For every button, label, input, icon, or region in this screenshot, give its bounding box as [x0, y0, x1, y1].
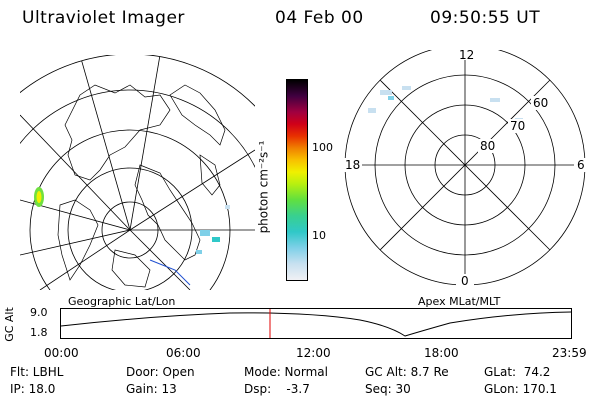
- geographic-map: [20, 55, 255, 290]
- info-gain: Gain: 13: [126, 382, 177, 396]
- orbit-x-tick-0600: 06:00: [166, 346, 201, 360]
- info-mode: Mode: Normal: [244, 365, 328, 379]
- colorbar-tick-10: 10: [312, 229, 326, 242]
- orbit-x-tick-1800: 18:00: [424, 346, 459, 360]
- orbit-plot: [60, 308, 572, 339]
- orbit-y-label: GC Alt: [2, 307, 16, 342]
- instrument-title: Ultraviolet Imager: [22, 8, 185, 28]
- orbit-y-tick-9: 9.0: [30, 306, 48, 319]
- mlt-label-6: 6: [577, 158, 585, 172]
- colorbar-unit-label: photon cm⁻²s⁻¹: [256, 140, 271, 234]
- orbit-y-tick-1-8: 1.8: [30, 326, 48, 339]
- geographic-map-label: Geographic Lat/Lon: [68, 295, 176, 308]
- info-door: Door: Open: [126, 365, 195, 379]
- time-label: 09:50:55 UT: [430, 8, 541, 28]
- info-flt: Flt: LBHL: [10, 365, 64, 379]
- mlat-label-70: 70: [510, 119, 525, 133]
- date-label: 04 Feb 00: [275, 8, 364, 28]
- mlat-label-60: 60: [533, 96, 548, 110]
- info-ip: IP: 18.0: [10, 382, 56, 396]
- orbit-x-tick-0000: 00:00: [44, 346, 79, 360]
- orbit-x-tick-2359: 23:59: [552, 346, 587, 360]
- mlt-label-18: 18: [345, 158, 360, 172]
- colorbar-tick-100: 100: [312, 141, 333, 154]
- info-seq: Seq: 30: [365, 382, 411, 396]
- mlt-label-12: 12: [459, 50, 474, 62]
- mlat-label-80: 80: [480, 139, 495, 153]
- info-glat: GLat: 74.2: [484, 365, 551, 379]
- polar-map: 12 0 18 6 60 70 80: [342, 50, 588, 288]
- colorbar: [286, 79, 308, 281]
- info-gc-alt: GC Alt: 8.7 Re: [365, 365, 449, 379]
- info-glon: GLon: 170.1: [484, 382, 557, 396]
- orbit-x-tick-1200: 12:00: [296, 346, 331, 360]
- info-dsp: Dsp: -3.7: [244, 382, 310, 396]
- mlt-label-0: 0: [461, 274, 469, 288]
- polar-map-label: Apex MLat/MLT: [418, 295, 501, 308]
